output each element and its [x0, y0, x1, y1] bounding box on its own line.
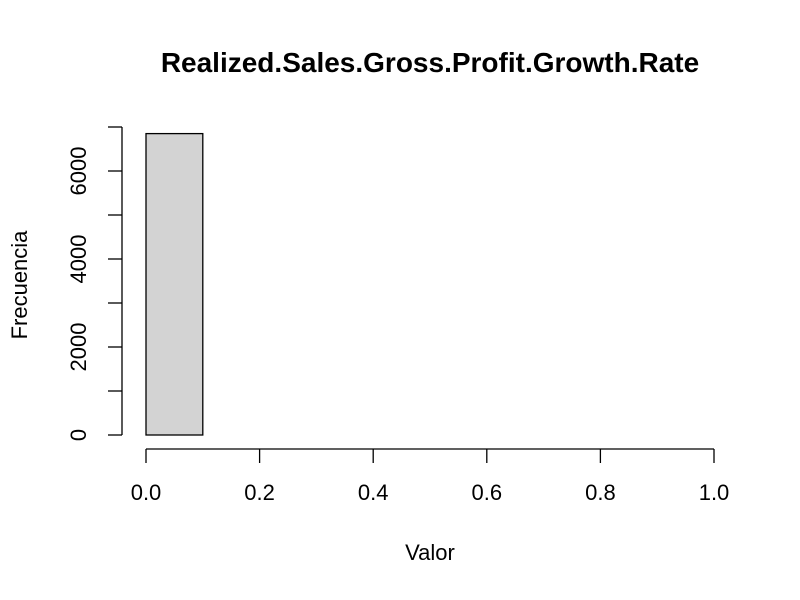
x-tick-label: 0.8: [585, 480, 616, 505]
x-axis-label: Valor: [405, 540, 455, 565]
histogram-bar: [145, 132, 204, 436]
chart-title: Realized.Sales.Gross.Profit.Growth.Rate: [161, 47, 699, 78]
y-tick-label: 6000: [66, 147, 91, 196]
y-axis-label: Frecuencia: [7, 230, 32, 340]
bars-group: [145, 132, 204, 436]
x-axis: 0.0 0.2 0.4 0.6 0.8 1.0: [131, 448, 730, 505]
y-axis: 0 2000 4000 6000: [66, 126, 123, 441]
x-tick-label: 0.6: [472, 480, 503, 505]
y-tick-label: 2000: [66, 323, 91, 372]
x-tick-label: 0.2: [244, 480, 275, 505]
x-tick-label: 0.4: [358, 480, 389, 505]
x-tick-label: 0.0: [131, 480, 162, 505]
y-tick-label: 0: [66, 429, 91, 441]
y-tick-label: 4000: [66, 235, 91, 284]
x-tick-label: 1.0: [699, 480, 730, 505]
